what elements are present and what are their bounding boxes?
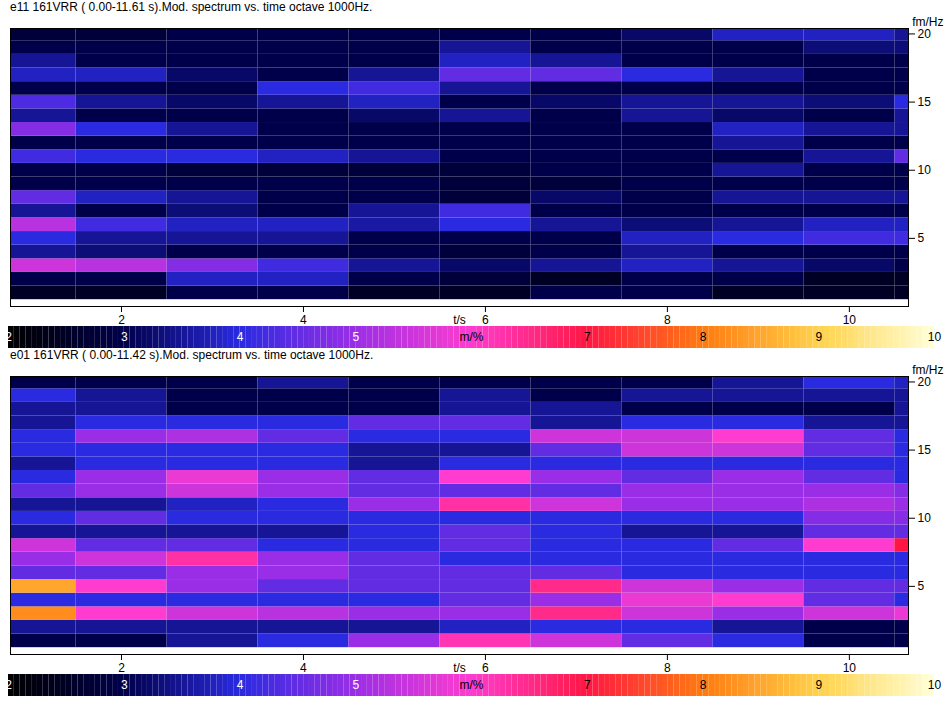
svg-text:3: 3 xyxy=(121,330,128,344)
svg-text:4: 4 xyxy=(300,313,307,327)
html-text:e11 161VRR ( 0.00-11.61 s).Mod: e11 161VRR ( 0.00-11.61 s).Mod. spectrum… xyxy=(10,0,373,14)
html-text:e01 161VRR ( 0.00-11.42 s).Mod: e01 161VRR ( 0.00-11.42 s).Mod. spectrum… xyxy=(10,348,374,362)
svg-text:9: 9 xyxy=(815,330,822,344)
svg-text:10: 10 xyxy=(843,313,857,327)
svg-text:2: 2 xyxy=(118,313,125,327)
svg-text:2: 2 xyxy=(118,661,125,675)
svg-text:10: 10 xyxy=(843,661,857,675)
svg-text:t/s: t/s xyxy=(453,661,466,675)
svg-text:10: 10 xyxy=(928,678,942,692)
svg-text:15: 15 xyxy=(918,95,932,109)
svg-text:10: 10 xyxy=(918,511,932,525)
svg-text:20: 20 xyxy=(917,26,931,41)
svg-text:7: 7 xyxy=(584,678,591,692)
svg-text:8: 8 xyxy=(700,678,707,692)
svg-text:3: 3 xyxy=(121,678,128,692)
svg-text:10: 10 xyxy=(928,330,942,344)
svg-text:4: 4 xyxy=(300,661,307,675)
svg-text:4: 4 xyxy=(237,678,244,692)
svg-text:7: 7 xyxy=(584,330,591,344)
svg-text:9: 9 xyxy=(815,678,822,692)
svg-text:t/s: t/s xyxy=(453,313,466,327)
svg-text:m/%: m/% xyxy=(460,678,484,692)
svg-text:6: 6 xyxy=(482,661,489,675)
svg-text:5: 5 xyxy=(352,678,359,692)
svg-text:5: 5 xyxy=(918,579,925,593)
svg-text:15: 15 xyxy=(918,443,932,457)
svg-text:8: 8 xyxy=(664,661,671,675)
svg-text:6: 6 xyxy=(482,313,489,327)
svg-text:20: 20 xyxy=(917,374,931,389)
svg-text:8: 8 xyxy=(700,330,707,344)
svg-text:8: 8 xyxy=(664,313,671,327)
svg-text:fm/Hz: fm/Hz xyxy=(912,363,943,377)
svg-text:fm/Hz: fm/Hz xyxy=(912,15,943,29)
svg-text:m/%: m/% xyxy=(460,330,484,344)
svg-text:2: 2 xyxy=(5,678,12,692)
svg-text:5: 5 xyxy=(918,231,925,245)
svg-text:4: 4 xyxy=(237,330,244,344)
svg-text:2: 2 xyxy=(5,330,12,344)
svg-text:10: 10 xyxy=(918,163,932,177)
svg-text:5: 5 xyxy=(352,330,359,344)
